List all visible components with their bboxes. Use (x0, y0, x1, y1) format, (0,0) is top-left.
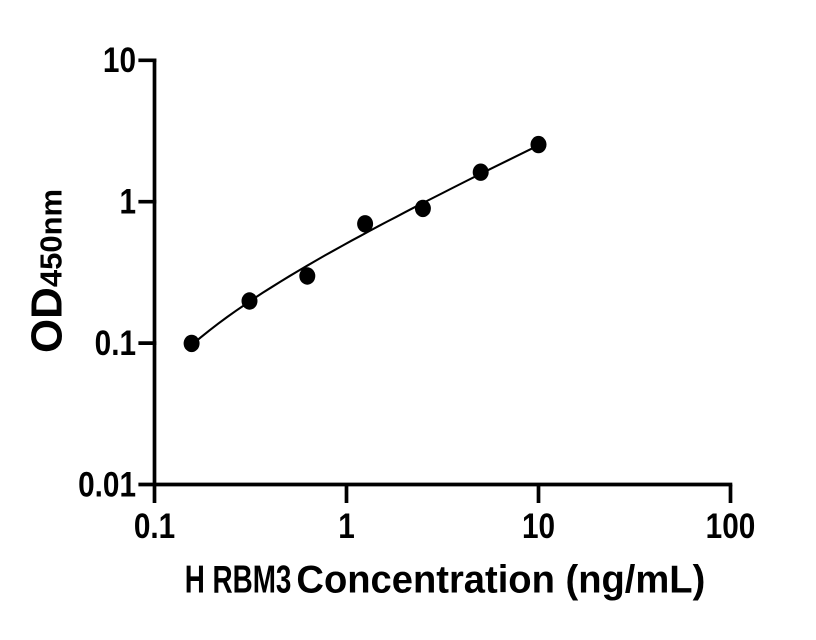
svg-text:100: 100 (706, 507, 756, 546)
svg-text:H RBM3: H RBM3 (185, 559, 292, 601)
svg-text:1: 1 (119, 182, 136, 221)
svg-text:OD450nm: OD450nm (23, 189, 72, 353)
svg-text:10: 10 (522, 507, 555, 546)
svg-text:0.1: 0.1 (95, 324, 136, 363)
svg-text:Concentration (ng/mL): Concentration (ng/mL) (296, 558, 705, 601)
svg-text:0.1: 0.1 (134, 507, 175, 546)
svg-text:10: 10 (103, 41, 136, 80)
svg-text:0.01: 0.01 (78, 465, 136, 504)
svg-text:1: 1 (338, 507, 355, 546)
